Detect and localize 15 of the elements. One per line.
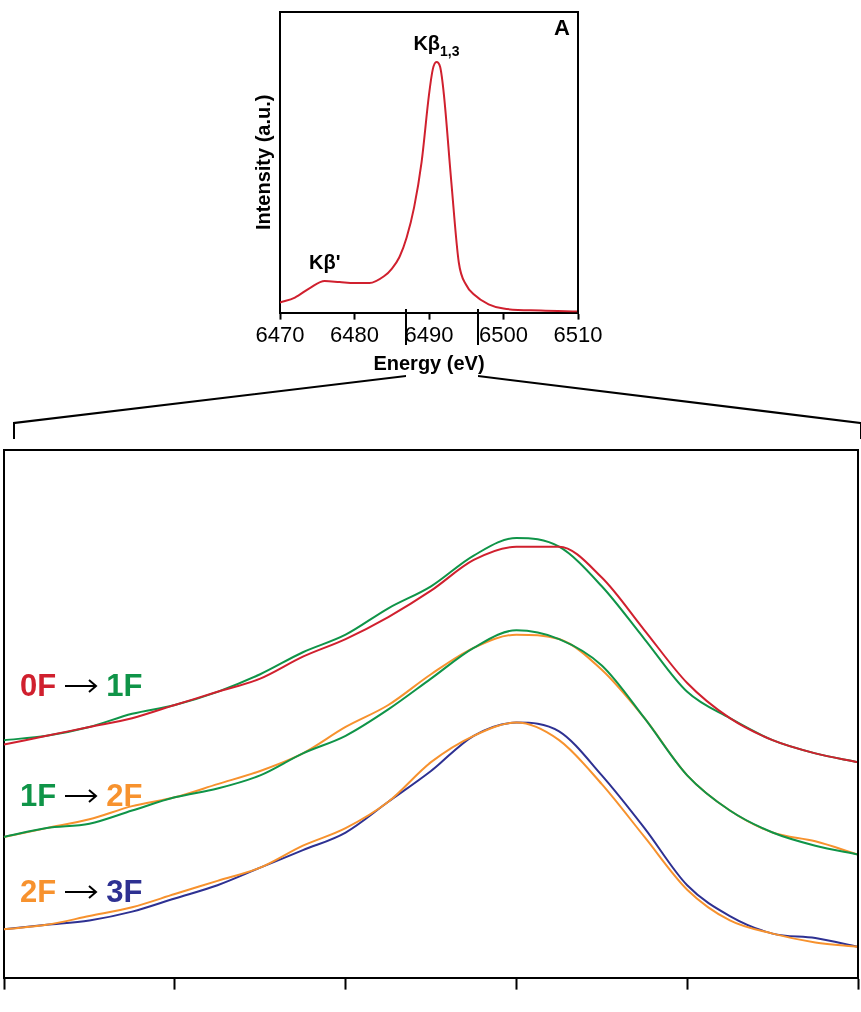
series-label: 3F	[106, 874, 143, 910]
series-label: 1F	[106, 668, 143, 704]
text: A	[554, 15, 571, 41]
x-tick-label: 6480	[330, 321, 379, 347]
series-label: 0F	[20, 668, 57, 704]
series-label: 2F	[106, 778, 143, 814]
annotation: Kβ'	[309, 251, 341, 274]
x-tick-label: 6510	[553, 321, 603, 347]
x-tick-label: 6500	[479, 321, 528, 347]
series-label: 1F	[20, 778, 57, 814]
x-axis-title: Energy (eV)	[373, 351, 485, 374]
series-label: 2F	[20, 874, 57, 910]
y-axis-title: Intensity (a.u.)	[251, 94, 274, 231]
x-tick-label: 6470	[255, 321, 305, 347]
x-tick-label: 6490	[404, 321, 454, 347]
